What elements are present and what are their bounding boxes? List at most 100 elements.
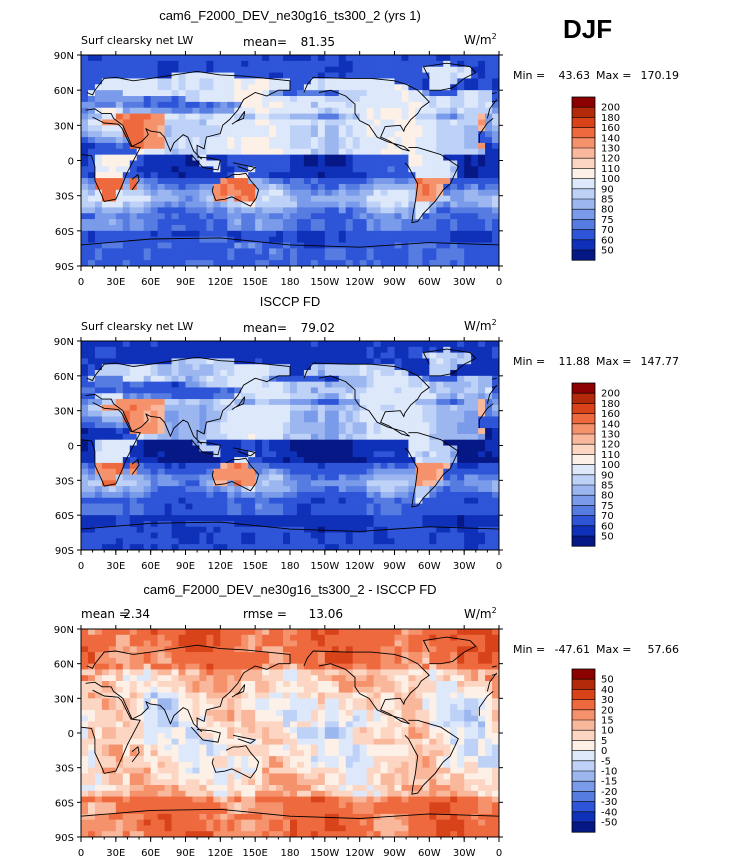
heatmap-cell bbox=[115, 439, 124, 446]
heatmap-cell bbox=[352, 160, 361, 167]
heatmap-cell bbox=[303, 520, 312, 528]
heatmap-cell bbox=[436, 236, 444, 243]
heatmap-cell bbox=[283, 468, 291, 475]
heatmap-cell bbox=[366, 509, 374, 516]
heatmap-cell bbox=[227, 410, 235, 417]
x-tick-label: 90W bbox=[383, 561, 406, 572]
heatmap-cell bbox=[220, 503, 228, 510]
heatmap-cell bbox=[87, 387, 96, 394]
heatmap-cell bbox=[429, 544, 437, 551]
heatmap-cell bbox=[143, 207, 152, 214]
heatmap-cell bbox=[471, 55, 479, 62]
heatmap-cell bbox=[136, 346, 145, 354]
heatmap-cell bbox=[220, 148, 228, 156]
heatmap-cell bbox=[359, 480, 368, 487]
heatmap-cell bbox=[373, 538, 381, 545]
heatmap-cell bbox=[220, 230, 228, 238]
heatmap-cell bbox=[415, 457, 423, 464]
heatmap-cell bbox=[248, 387, 256, 394]
heatmap-cell bbox=[408, 520, 416, 528]
heatmap-cell bbox=[129, 90, 138, 97]
heatmap-cell bbox=[87, 131, 96, 138]
heatmap-cell bbox=[401, 178, 409, 185]
heatmap-cell bbox=[429, 84, 437, 91]
heatmap-cell bbox=[303, 90, 312, 97]
heatmap-cell bbox=[255, 254, 263, 261]
heatmap-cell bbox=[338, 84, 347, 91]
heatmap-cell bbox=[457, 101, 465, 109]
heatmap-cell bbox=[199, 358, 207, 365]
heatmap-cell bbox=[227, 486, 235, 493]
heatmap-cell bbox=[303, 113, 312, 120]
heatmap-cell bbox=[227, 183, 235, 191]
heatmap-cell bbox=[436, 428, 444, 435]
heatmap-cell bbox=[471, 640, 479, 647]
heatmap-cell bbox=[401, 515, 409, 522]
heatmap-cell bbox=[87, 352, 96, 359]
heatmap-cell bbox=[380, 399, 388, 406]
heatmap-cell bbox=[220, 416, 228, 423]
heatmap-cell bbox=[255, 410, 263, 417]
heatmap-cell bbox=[338, 172, 347, 179]
heatmap-cell bbox=[87, 72, 96, 79]
heatmap-cell bbox=[464, 532, 472, 539]
heatmap-cell bbox=[164, 260, 172, 267]
heatmap-cell bbox=[387, 207, 395, 214]
heatmap-cell bbox=[290, 657, 298, 665]
heatmap-cell bbox=[352, 497, 361, 504]
heatmap-cell bbox=[87, 189, 96, 197]
heatmap-cell bbox=[436, 201, 444, 208]
heatmap-cell bbox=[101, 410, 110, 417]
heatmap-cell bbox=[408, 468, 416, 475]
heatmap-cell bbox=[485, 445, 493, 452]
heatmap-cell bbox=[492, 346, 500, 354]
heatmap-cell bbox=[192, 189, 200, 197]
heatmap-cell bbox=[115, 375, 124, 383]
heatmap-cell bbox=[157, 113, 165, 120]
heatmap-cell bbox=[87, 652, 96, 659]
heatmap-cell bbox=[276, 629, 284, 636]
heatmap-cell bbox=[276, 468, 284, 475]
heatmap-cell bbox=[234, 242, 242, 249]
heatmap-cell bbox=[422, 125, 430, 132]
heatmap-cell bbox=[373, 381, 381, 388]
heatmap-cell bbox=[178, 213, 186, 220]
heatmap-cell bbox=[255, 201, 263, 208]
heatmap-cell bbox=[136, 154, 145, 161]
heatmap-cell bbox=[283, 137, 291, 144]
heatmap-cell bbox=[373, 178, 381, 185]
heatmap-cell bbox=[185, 375, 193, 383]
x-tick-label: 120W bbox=[345, 277, 374, 288]
heatmap-cell bbox=[150, 131, 159, 138]
heatmap-cell bbox=[199, 341, 207, 348]
heatmap-cell bbox=[345, 346, 354, 354]
heatmap-cell bbox=[296, 445, 305, 452]
heatmap-cell bbox=[317, 364, 326, 371]
heatmap-cell bbox=[394, 509, 402, 516]
heatmap-cell bbox=[415, 183, 423, 191]
colorbar-label: 130 bbox=[601, 430, 620, 441]
heatmap-cell bbox=[478, 230, 486, 238]
heatmap-cell bbox=[164, 399, 172, 406]
heatmap-cell bbox=[185, 172, 193, 179]
heatmap-cell bbox=[436, 166, 444, 173]
colorbar-swatch bbox=[572, 525, 595, 537]
colorbar-swatch bbox=[572, 464, 595, 476]
heatmap-cell bbox=[352, 422, 361, 429]
heatmap-cell bbox=[331, 183, 340, 191]
heatmap-cell bbox=[283, 84, 291, 91]
heatmap-cell bbox=[464, 148, 472, 156]
heatmap-cell bbox=[87, 358, 96, 365]
heatmap-cell bbox=[129, 78, 138, 85]
heatmap-cell bbox=[443, 410, 451, 417]
heatmap-cell bbox=[143, 428, 152, 435]
heatmap-cell bbox=[108, 213, 117, 220]
heatmap-cell bbox=[150, 486, 159, 493]
heatmap-cell bbox=[206, 90, 214, 97]
heatmap-cell bbox=[338, 387, 347, 394]
heatmap-cell bbox=[115, 178, 124, 185]
heatmap-cell bbox=[436, 486, 444, 493]
heatmap-cell bbox=[87, 230, 96, 238]
heatmap-cell bbox=[81, 480, 89, 487]
heatmap-cell bbox=[471, 370, 479, 377]
